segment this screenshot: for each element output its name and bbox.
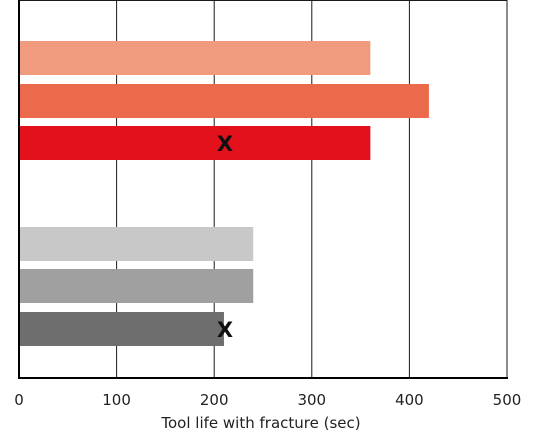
- bar-2: [19, 84, 429, 118]
- x-tick-label-500: 500: [493, 391, 522, 409]
- x-tick-label-100: 100: [102, 391, 131, 409]
- fracture-marker-3: X: [217, 132, 233, 156]
- bar-1: [19, 41, 371, 75]
- x-tick-label-200: 200: [200, 391, 229, 409]
- bar-3: [19, 126, 371, 160]
- bars: XX: [19, 41, 429, 346]
- tick-labels: 0 100 200 300 400 500: [14, 391, 521, 409]
- fracture-marker-6: X: [217, 318, 233, 342]
- bar-6: [19, 312, 224, 346]
- bar-5: [19, 269, 254, 303]
- x-axis-title: Tool life with fracture (sec): [160, 414, 360, 432]
- x-tick-label-300: 300: [297, 391, 326, 409]
- x-tick-label-0: 0: [14, 391, 24, 409]
- axes: [18, 0, 508, 379]
- bar-4: [19, 227, 254, 261]
- x-tick-label-400: 400: [395, 391, 424, 409]
